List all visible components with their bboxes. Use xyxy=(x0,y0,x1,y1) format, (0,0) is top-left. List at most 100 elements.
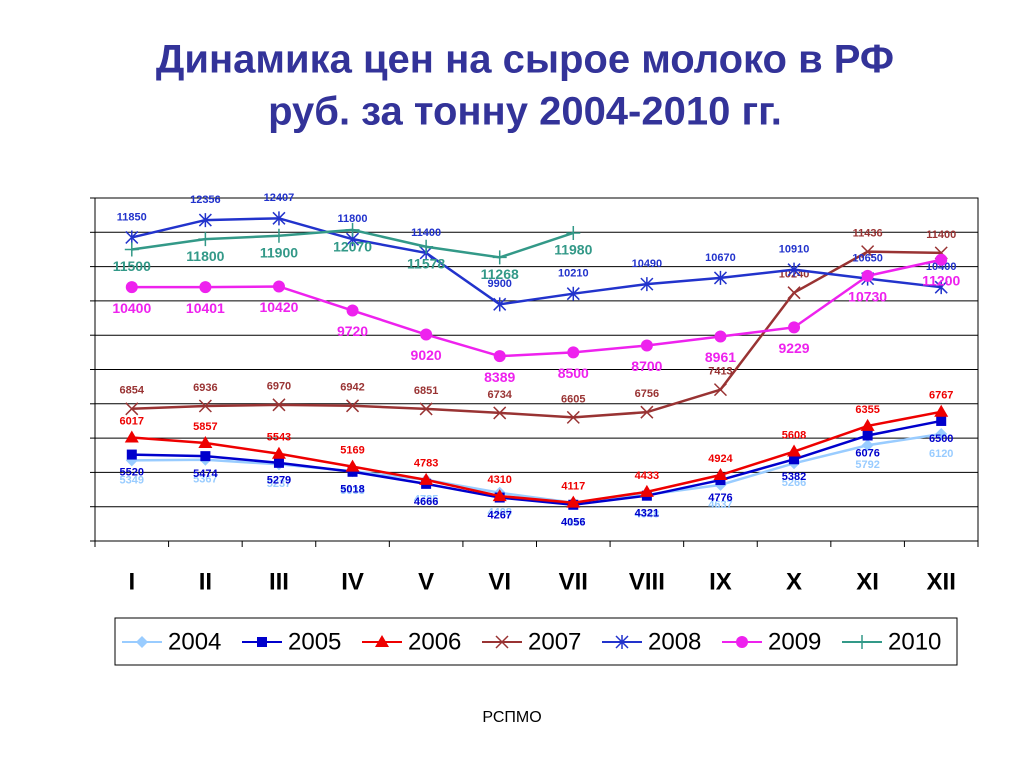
data-label: 5382 xyxy=(782,471,806,483)
x-tick-label: I xyxy=(128,568,135,595)
data-label: 6355 xyxy=(855,404,879,416)
x-tick-label: X xyxy=(786,568,802,595)
data-label: 9229 xyxy=(778,340,809,356)
series-line xyxy=(131,419,942,507)
data-label: 4321 xyxy=(635,508,659,520)
data-point xyxy=(787,262,801,277)
data-label: 4348 xyxy=(635,509,659,521)
data-label: 10420 xyxy=(259,299,298,315)
data-label: 12356 xyxy=(190,194,221,206)
data-label: 10670 xyxy=(705,252,736,264)
data-point xyxy=(861,245,875,259)
data-point xyxy=(714,330,727,343)
data-label: 6942 xyxy=(340,382,364,394)
data-point xyxy=(492,250,507,265)
data-point xyxy=(862,430,873,441)
data-label: 6605 xyxy=(561,393,585,405)
data-label: 6734 xyxy=(487,389,512,401)
data-label: 11900 xyxy=(260,244,298,260)
data-label: 10401 xyxy=(186,300,225,316)
data-label: 5279 xyxy=(267,475,291,487)
data-label: 4666 xyxy=(414,496,438,508)
data-label: 4785 xyxy=(414,494,438,506)
data-label: 10210 xyxy=(558,268,589,280)
data-point xyxy=(271,446,286,459)
chart-title: Динамика цен на сырое молоко в РФ xyxy=(156,38,894,82)
data-label: 6936 xyxy=(193,382,217,394)
data-point xyxy=(789,454,800,465)
legend-label: 2008 xyxy=(648,628,701,655)
data-point xyxy=(493,297,507,312)
data-label: 11400 xyxy=(926,229,956,241)
data-point xyxy=(272,280,285,293)
data-label: 6500 xyxy=(929,433,953,445)
data-label: 11980 xyxy=(554,242,592,258)
data-point xyxy=(713,270,727,285)
data-label: 5367 xyxy=(193,474,217,486)
data-label: 5792 xyxy=(855,459,879,471)
data-point xyxy=(271,228,286,243)
legend-label: 2006 xyxy=(408,628,461,655)
data-point xyxy=(124,242,139,257)
series-line xyxy=(131,250,942,419)
data-point xyxy=(419,239,434,254)
data-point xyxy=(935,427,948,440)
legend-label: 2009 xyxy=(768,628,821,655)
data-point xyxy=(198,399,212,413)
x-tick-label: II xyxy=(199,568,212,595)
data-label: 6970 xyxy=(267,381,291,393)
data-label: 6017 xyxy=(120,415,144,427)
data-label: 4637 xyxy=(708,499,732,511)
data-point xyxy=(126,449,137,460)
legend-label: 2005 xyxy=(288,628,341,655)
data-label: 11850 xyxy=(117,211,147,223)
x-tick-label: XI xyxy=(856,568,879,595)
data-point xyxy=(200,451,211,462)
data-label: 5018 xyxy=(340,484,364,496)
x-tick-label: VI xyxy=(488,568,511,595)
footer: РСПМО xyxy=(482,709,541,726)
data-point xyxy=(419,402,433,416)
data-label: 4783 xyxy=(414,458,438,470)
data-label: 8961 xyxy=(705,349,736,365)
data-point xyxy=(713,468,728,481)
data-point xyxy=(492,489,507,502)
data-label: 6851 xyxy=(414,385,438,397)
series-line xyxy=(131,410,942,504)
data-label: 5543 xyxy=(267,432,291,444)
data-label: 6854 xyxy=(120,385,145,397)
data-label: 8500 xyxy=(558,365,589,381)
data-label: 9020 xyxy=(411,347,442,363)
data-point xyxy=(125,281,138,294)
data-point xyxy=(346,304,359,317)
data-label: 11268 xyxy=(481,266,519,282)
data-point xyxy=(272,211,286,226)
data-label: 10650 xyxy=(852,253,883,265)
data-point xyxy=(935,253,948,266)
data-label: 4117 xyxy=(561,517,585,529)
data-point xyxy=(861,439,874,452)
data-label: 11800 xyxy=(186,248,224,264)
data-label: 5169 xyxy=(340,445,364,457)
data-label: 5349 xyxy=(120,474,144,486)
data-label: 4924 xyxy=(708,453,733,465)
data-point xyxy=(713,383,727,397)
legend-marker xyxy=(375,635,389,647)
data-label: 5520 xyxy=(120,466,144,478)
data-point xyxy=(124,430,139,443)
data-point xyxy=(125,230,139,245)
data-point xyxy=(640,277,654,292)
data-point xyxy=(419,472,434,485)
x-tick-label: V xyxy=(418,568,434,595)
data-point xyxy=(199,281,212,294)
data-label: 10730 xyxy=(848,289,887,305)
data-point xyxy=(640,339,653,352)
data-point xyxy=(345,459,360,472)
legend-label: 2007 xyxy=(528,628,581,655)
data-label: 11400 xyxy=(411,227,441,239)
data-label: 12070 xyxy=(333,239,372,255)
x-tick-label: VII xyxy=(559,568,588,595)
data-point xyxy=(566,225,581,240)
legend-marker xyxy=(136,636,148,648)
